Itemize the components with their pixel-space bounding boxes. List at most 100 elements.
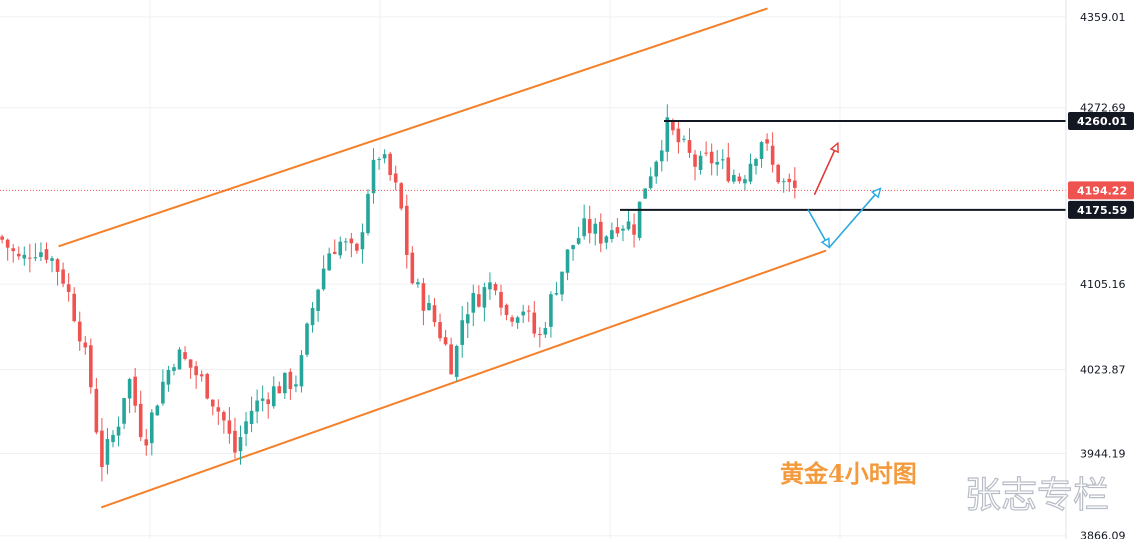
- candle-body: [715, 161, 720, 165]
- candle-body: [743, 179, 747, 184]
- candle-body: [210, 399, 215, 407]
- candle-body: [610, 230, 614, 240]
- candle-body: [149, 412, 154, 444]
- candle-body: [504, 304, 509, 316]
- candle-body: [515, 317, 520, 323]
- candle-body: [471, 293, 476, 313]
- projection-arrow-head: [870, 187, 882, 199]
- candle-body: [188, 359, 193, 368]
- candle-body: [621, 228, 625, 231]
- candle-body: [382, 154, 387, 159]
- projection-arrow-segment: [828, 187, 882, 248]
- candle-body: [421, 283, 426, 311]
- projection-arrow-head: [820, 237, 831, 249]
- candle-body: [560, 271, 564, 295]
- candle-body: [698, 155, 703, 170]
- price-badges: 4260.01 4194.22 4175.59: [1068, 112, 1134, 219]
- candle-body: [709, 151, 714, 164]
- candle-body: [327, 253, 331, 271]
- grid-lines: [0, 0, 1066, 539]
- candle-body: [615, 227, 620, 234]
- y-tick-label: 4359.01: [1080, 11, 1126, 24]
- candle-body: [122, 398, 126, 424]
- candle-body: [216, 407, 221, 412]
- candle-body: [89, 345, 93, 388]
- candle-body: [194, 366, 198, 376]
- candle-body: [532, 312, 537, 334]
- candle-body: [11, 248, 16, 252]
- price-badge-label: 4194.22: [1077, 184, 1127, 197]
- candle-body: [776, 164, 780, 183]
- candle-body: [493, 284, 498, 291]
- candle-body: [482, 287, 487, 308]
- candle-body: [33, 257, 38, 259]
- price-axis[interactable]: 3866.09 3944.19 4023.87 4105.16 4272.69 4359.…: [1065, 0, 1126, 539]
- candle-body: [543, 328, 548, 335]
- candle-body: [604, 236, 609, 243]
- candle-body: [576, 238, 581, 244]
- candle-body: [277, 386, 282, 394]
- candle-body: [100, 430, 104, 468]
- candle-body: [133, 376, 137, 406]
- candle-body: [344, 241, 348, 243]
- candle-body: [593, 223, 598, 234]
- price-badge: [1068, 112, 1134, 131]
- channel-upper-line: [58, 7, 768, 248]
- candle-body: [465, 314, 470, 324]
- candle-body: [526, 310, 531, 312]
- candle-body: [316, 289, 320, 311]
- candle-body: [443, 337, 448, 345]
- candle-body: [321, 268, 326, 290]
- candle-body: [288, 371, 293, 389]
- candle-body: [61, 269, 65, 284]
- candle-body: [22, 254, 27, 259]
- candle-body: [205, 373, 210, 399]
- candle-body: [488, 282, 492, 290]
- candle-body: [410, 252, 415, 284]
- candle-body: [199, 374, 204, 377]
- candle-body: [554, 293, 559, 295]
- candle-body: [161, 381, 165, 404]
- candle-body: [732, 175, 736, 182]
- candle-body: [294, 384, 298, 387]
- candle-body: [44, 249, 49, 260]
- candle-body: [105, 439, 110, 465]
- candle-body: [283, 372, 287, 394]
- candle-body: [177, 349, 182, 370]
- candle-body: [449, 344, 453, 375]
- candle-body: [338, 241, 343, 256]
- candle-body: [432, 305, 437, 323]
- candle-body: [571, 245, 575, 250]
- price-badge-label: 4260.01: [1077, 115, 1127, 128]
- candle-body: [416, 282, 420, 285]
- price-badge-label: 4175.59: [1077, 204, 1127, 217]
- candle-body: [155, 405, 160, 416]
- candle-body: [737, 176, 742, 182]
- candle-body: [227, 420, 232, 434]
- candle-body: [366, 193, 370, 234]
- candle-body: [598, 221, 603, 244]
- watermark-text: 张志专栏: [965, 475, 1109, 516]
- candle-body: [671, 120, 675, 131]
- candle-body: [765, 139, 769, 144]
- candle-body: [255, 400, 259, 412]
- candle-body: [299, 355, 304, 387]
- candle-body: [659, 150, 664, 162]
- candle-body: [144, 439, 149, 446]
- candle-body: [260, 398, 265, 401]
- candle-body: [72, 293, 76, 322]
- projection-arrow-head: [829, 141, 839, 154]
- candle-body: [249, 410, 254, 424]
- candle-body: [720, 159, 725, 161]
- candle-body: [632, 224, 636, 235]
- candle-body: [66, 284, 71, 293]
- candle-body: [116, 426, 121, 436]
- candle-body: [305, 323, 309, 355]
- candle-body: [759, 142, 764, 159]
- candle-body: [94, 388, 99, 433]
- candle-body: [111, 434, 115, 443]
- candle-body: [238, 437, 243, 452]
- candle-body: [643, 188, 647, 199]
- y-tick-label: 4105.16: [1080, 278, 1126, 291]
